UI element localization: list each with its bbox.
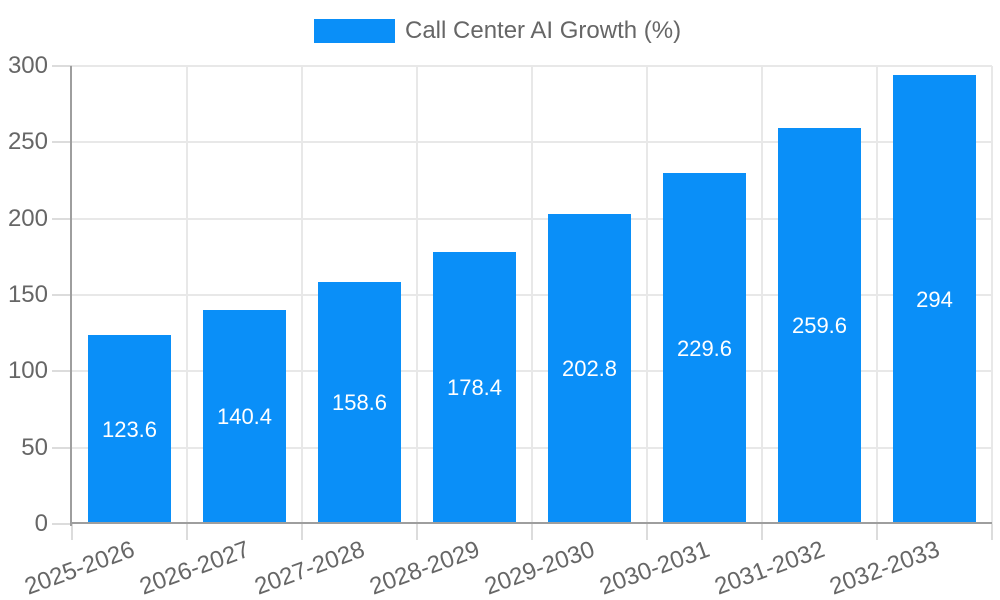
bar-2026-2027[interactable]	[203, 309, 286, 524]
x-axis-tick	[646, 524, 648, 540]
y-axis-label: 0	[34, 510, 48, 537]
bar-value-label: 229.6	[676, 335, 733, 361]
y-axis-label: 150	[7, 281, 48, 308]
x-axis-label: 2031-2032	[710, 535, 828, 600]
y-axis-tick	[52, 523, 72, 525]
y-axis-label: 250	[7, 128, 48, 156]
x-axis-label: 2032-2033	[825, 535, 943, 600]
bar-value-label: 158.6	[331, 389, 388, 415]
y-axis-tick	[52, 370, 72, 373]
x-axis-tick	[416, 524, 418, 540]
bar-2028-2029[interactable]	[433, 251, 516, 524]
legend-swatch	[314, 19, 395, 43]
legend-label: Call Center AI Growth (%)	[405, 17, 682, 44]
x-axis-label: 2030-2031	[595, 535, 713, 600]
x-gridline	[186, 66, 188, 524]
y-axis-label: 200	[7, 204, 48, 232]
x-gridline	[991, 66, 993, 524]
bar-2032-2033[interactable]	[893, 75, 976, 524]
bar-value-label: 123.6	[101, 416, 158, 442]
legend-item[interactable]: Call Center AI Growth (%)	[314, 19, 681, 43]
x-axis-tick	[301, 524, 303, 540]
y-axis-tick	[52, 446, 72, 449]
y-axis-tick	[52, 294, 72, 296]
x-axis-label: 2028-2029	[365, 535, 483, 600]
x-gridline	[531, 66, 533, 524]
y-axis-label: 100	[7, 357, 48, 385]
bar-2030-2031[interactable]	[663, 173, 746, 524]
y-axis-line	[70, 66, 72, 526]
x-axis-label: 2027-2028	[250, 535, 368, 600]
y-axis-label: 300	[7, 52, 48, 79]
x-axis-tick	[186, 524, 188, 540]
bar-value-label: 178.4	[446, 374, 503, 400]
x-gridline	[416, 66, 418, 524]
x-gridline	[761, 66, 763, 524]
x-gridline	[876, 66, 878, 524]
x-axis-tick	[991, 524, 993, 540]
x-gridline	[646, 66, 648, 524]
bar-2025-2026[interactable]	[88, 335, 171, 524]
bar-value-label: 259.6	[791, 312, 848, 338]
bar-value-label: 140.4	[216, 403, 273, 429]
x-axis-tick	[761, 524, 763, 540]
x-axis-line	[70, 522, 992, 524]
bar-value-label: 294	[916, 286, 953, 312]
bar-value-label: 202.8	[561, 356, 618, 382]
x-axis-label: 2026-2027	[135, 535, 253, 600]
y-axis-tick	[52, 217, 72, 220]
x-axis-tick	[876, 524, 878, 540]
x-gridline	[301, 66, 303, 524]
x-axis-tick	[71, 524, 73, 540]
x-axis-label: 2029-2030	[480, 535, 598, 600]
y-axis-tick	[52, 65, 72, 67]
y-axis-tick	[52, 141, 72, 144]
x-axis-tick	[531, 524, 533, 540]
bar-2027-2028[interactable]	[318, 281, 401, 524]
y-axis-label: 50	[21, 433, 48, 461]
x-axis-label: 2025-2026	[20, 535, 138, 600]
bar-2029-2030[interactable]	[548, 214, 631, 524]
bar-2031-2032[interactable]	[778, 127, 861, 524]
